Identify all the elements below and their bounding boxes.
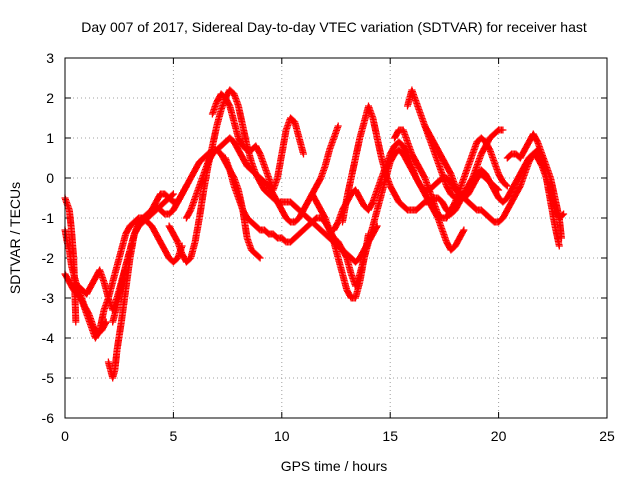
x-tick-label: 5 (170, 428, 178, 444)
x-tick-label: 10 (274, 428, 290, 444)
data-point (502, 181, 510, 189)
data-point (255, 253, 263, 261)
series-arc-3 (61, 214, 186, 342)
y-tick-label: 1 (46, 130, 54, 146)
y-tick-label: -6 (42, 410, 55, 426)
data-point (72, 318, 80, 326)
series-arc-9 (208, 90, 307, 194)
y-tick-label: -1 (42, 210, 55, 226)
y-tick-label: -3 (42, 290, 55, 306)
data-point (460, 226, 468, 234)
data-point (555, 242, 563, 250)
y-tick-label: -4 (42, 330, 55, 346)
series-arc-6 (109, 146, 264, 326)
x-axis-label: GPS time / hours (281, 458, 388, 474)
data-point (459, 227, 467, 235)
data-point (503, 182, 511, 190)
x-tick-label: 15 (382, 428, 398, 444)
x-tick-label: 0 (61, 428, 69, 444)
data-point (256, 254, 264, 262)
data-point (558, 234, 565, 242)
y-tick-label: -5 (42, 370, 55, 386)
data-point (168, 191, 176, 199)
series-arc-14 (391, 126, 511, 222)
series-arc-17 (503, 130, 565, 242)
x-tick-label: 25 (599, 428, 615, 444)
data-point (334, 122, 342, 130)
y-axis-label: SDTVAR / TECUs (7, 182, 23, 294)
plot-frame (64, 57, 608, 419)
x-tick-labels: 0 5 10 15 20 25 (61, 428, 615, 444)
data-point (499, 126, 507, 134)
data-points (61, 86, 568, 382)
y-tick-labels: -6 -5 -4 -3 -2 -1 0 1 2 3 (42, 50, 55, 426)
series-arc-8 (182, 122, 342, 226)
y-tick-label: 0 (46, 170, 54, 186)
x-tick-label: 20 (491, 428, 507, 444)
y-tick-label: 3 (46, 50, 54, 66)
data-point (300, 150, 307, 158)
y-tick-label: 2 (46, 90, 54, 106)
y-tick-label: -2 (42, 250, 55, 266)
series-arc-13 (339, 102, 507, 226)
chart-title: Day 007 of 2017, Sidereal Day-to-day VTE… (81, 19, 587, 35)
data-point (169, 190, 177, 198)
